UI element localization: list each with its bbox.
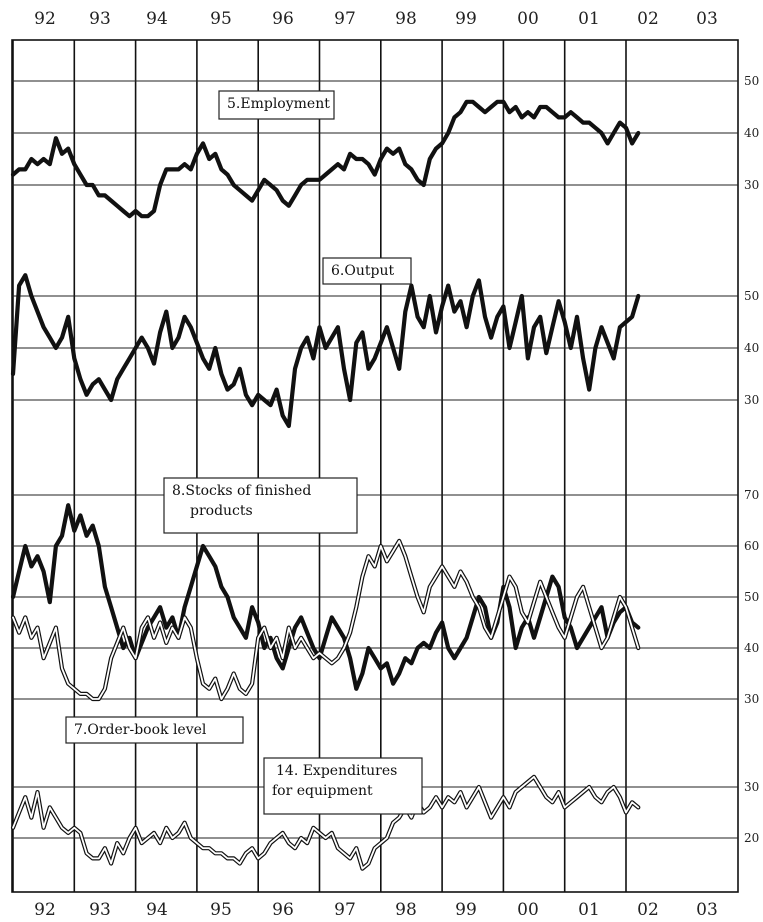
year-label-bottom: 99 bbox=[455, 900, 477, 920]
y-tick-label: 60 bbox=[744, 539, 759, 553]
year-label-bottom: 93 bbox=[89, 900, 111, 920]
y-tick-label: 50 bbox=[744, 590, 759, 604]
y-tick-label: 70 bbox=[744, 488, 759, 502]
gridlines bbox=[11, 39, 739, 893]
stocks-label-text: 8.Stocks of finished bbox=[172, 483, 311, 499]
year-label-bottom: 95 bbox=[210, 900, 232, 920]
orderbook-label-text: 7.Order-book level bbox=[74, 722, 207, 738]
text-layer: 92 92 93 93 94 94 95 95 96 96 97 97 98 98 99 99 00 00 01 01… bbox=[34, 9, 759, 920]
year-label-top: 93 bbox=[89, 9, 111, 29]
year-label-bottom: 00 bbox=[517, 900, 539, 920]
year-label-top: 01 bbox=[578, 9, 600, 29]
expenditures-label-text: for equipment bbox=[272, 783, 373, 799]
y-tick-label: 40 bbox=[744, 126, 759, 140]
year-label-top: 96 bbox=[272, 9, 294, 29]
year-label-top: 03 bbox=[696, 9, 718, 29]
series-line bbox=[12, 775, 640, 870]
y-tick-label: 50 bbox=[744, 289, 759, 303]
series-line bbox=[10, 273, 641, 429]
series-layer bbox=[10, 99, 641, 871]
expenditures-label-box bbox=[263, 757, 423, 815]
y-tick-label: 30 bbox=[744, 393, 759, 407]
series-line bbox=[10, 503, 641, 691]
employment-label-text: 5.Employment bbox=[227, 96, 330, 112]
year-label-bottom: 94 bbox=[146, 900, 168, 920]
output-label-text: 6.Output bbox=[331, 263, 394, 279]
year-label-top: 95 bbox=[210, 9, 232, 29]
output-label-box bbox=[322, 257, 412, 285]
year-label-bottom: 96 bbox=[272, 900, 294, 920]
y-tick-label: 50 bbox=[744, 74, 759, 88]
plot-frame bbox=[11, 39, 739, 893]
year-label-top: 92 bbox=[34, 9, 56, 29]
orderbook-label-box bbox=[65, 716, 244, 744]
year-label-bottom: 03 bbox=[696, 900, 718, 920]
year-label-top: 98 bbox=[395, 9, 417, 29]
y-tick-label: 30 bbox=[744, 692, 759, 706]
stocks-label-text: products bbox=[190, 503, 253, 519]
year-label-bottom: 02 bbox=[637, 900, 659, 920]
year-label-top: 97 bbox=[334, 9, 356, 29]
y-tick-label: 40 bbox=[744, 641, 759, 655]
y-tick-label: 30 bbox=[744, 178, 759, 192]
stocks-label-box bbox=[163, 477, 358, 534]
year-label-bottom: 97 bbox=[334, 900, 356, 920]
year-label-bottom: 98 bbox=[395, 900, 417, 920]
year-label-bottom: 92 bbox=[34, 900, 56, 920]
year-label-top: 00 bbox=[517, 9, 539, 29]
series-line bbox=[12, 540, 640, 700]
employment-label-box bbox=[218, 90, 335, 120]
year-label-top: 02 bbox=[637, 9, 659, 29]
y-tick-label: 20 bbox=[744, 831, 759, 845]
year-label-top: 99 bbox=[455, 9, 477, 29]
y-tick-label: 40 bbox=[744, 341, 759, 355]
y-tick-label: 30 bbox=[744, 780, 759, 794]
year-label-top: 94 bbox=[146, 9, 168, 29]
year-label-bottom: 01 bbox=[578, 900, 600, 920]
expenditures-label-text: 14. Expenditures bbox=[276, 763, 397, 779]
series-line bbox=[10, 99, 641, 219]
